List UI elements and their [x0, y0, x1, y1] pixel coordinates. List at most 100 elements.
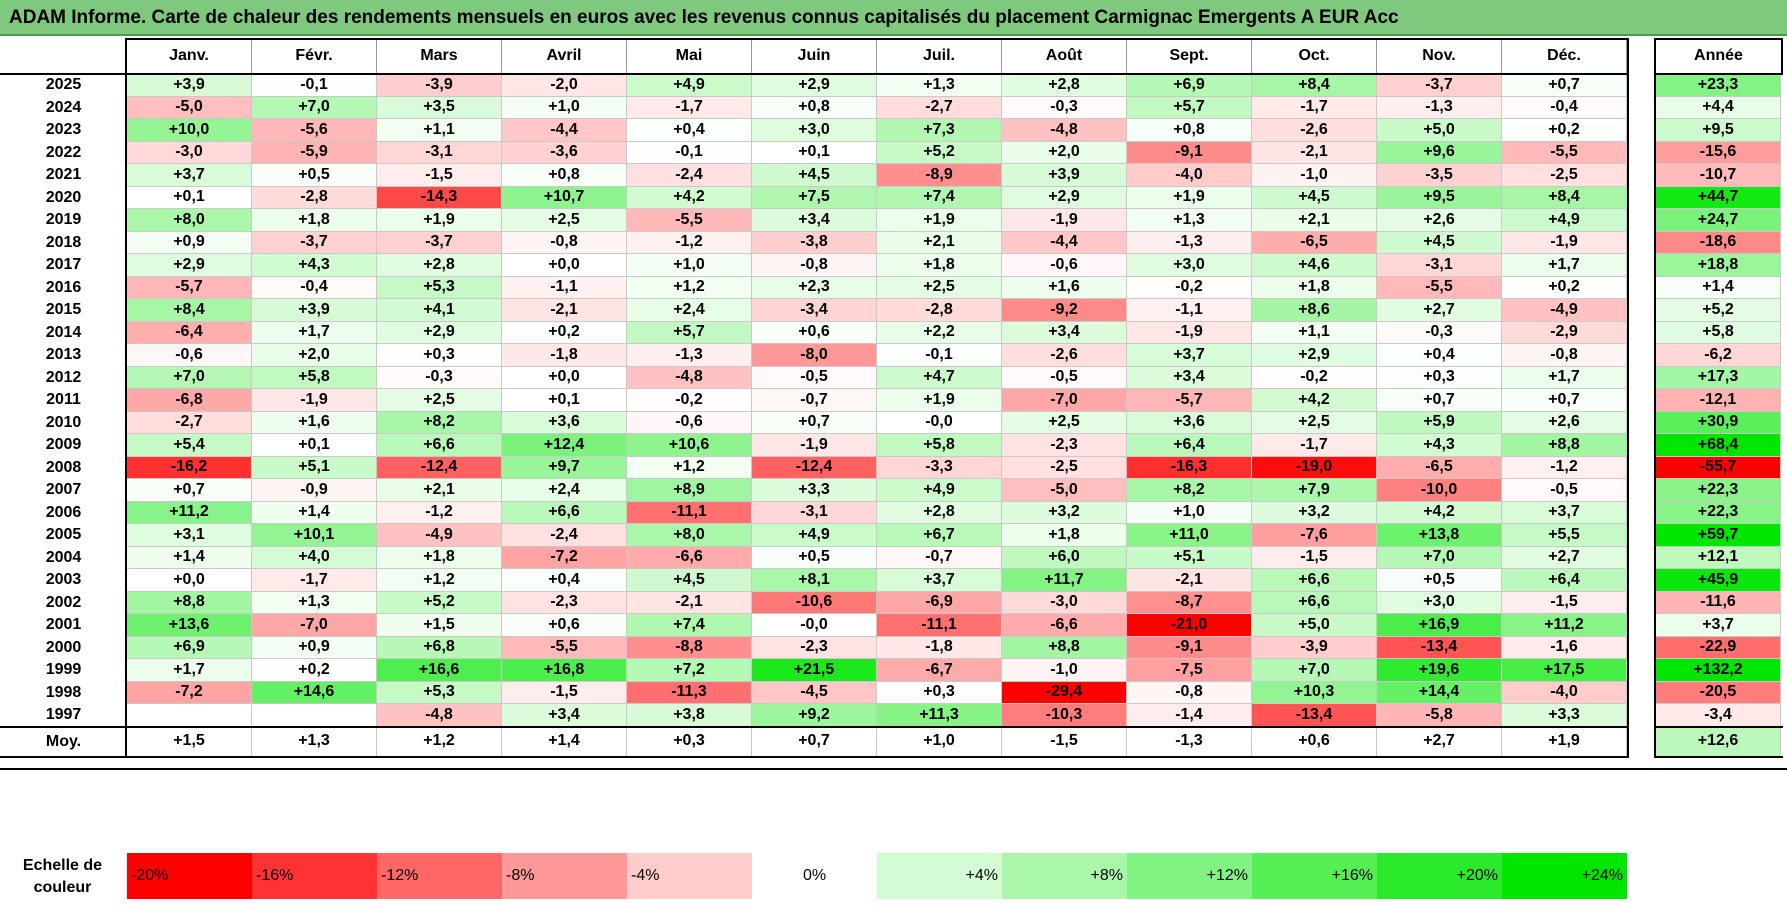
row-year-label: 2023 [0, 119, 127, 142]
annual-cell: +5,2 [1656, 299, 1781, 322]
heatmap-cell: +8,2 [1127, 479, 1252, 502]
heatmap-cell: +6,6 [1252, 591, 1377, 614]
heatmap-cell: +1,5 [377, 614, 502, 637]
average-cell: +0,6 [1252, 726, 1377, 757]
heatmap-cell: -5,5 [1377, 276, 1502, 299]
heatmap-cell: -3,4 [752, 299, 877, 322]
heatmap-cell: +2,2 [877, 321, 1002, 344]
heatmap-cell: +1,6 [252, 411, 377, 434]
heatmap-cell: -12,4 [752, 456, 877, 479]
heatmap-cell: +8,9 [627, 479, 752, 502]
heatmap-cell: +0,1 [127, 186, 252, 209]
heatmap-cell: +0,1 [252, 434, 377, 457]
heatmap-cell: -8,7 [1127, 591, 1252, 614]
average-cell: +1,3 [252, 726, 377, 757]
row-year-label: 2010 [0, 411, 127, 434]
color-scale-step: +4% [877, 853, 1002, 899]
annual-cell: -10,7 [1656, 164, 1781, 187]
heatmap-cell: +1,2 [627, 276, 752, 299]
heatmap-cell: -2,6 [1002, 344, 1127, 367]
heatmap-cell: +2,4 [502, 479, 627, 502]
heatmap-cell: +7,2 [627, 659, 752, 682]
heatmap-cell: -7,6 [1252, 524, 1377, 547]
heatmap-cell: -2,6 [1252, 119, 1377, 142]
heatmap-cell: -1,9 [1127, 321, 1252, 344]
heatmap-cell: +4,9 [627, 74, 752, 97]
heatmap-cell: +5,8 [252, 366, 377, 389]
heatmap-cell: +4,5 [1377, 231, 1502, 254]
heatmap-cell: +8,8 [127, 591, 252, 614]
heatmap-cell: -2,7 [127, 411, 252, 434]
heatmap-cell: +9,5 [1377, 186, 1502, 209]
heatmap-cell: -3,9 [1252, 636, 1377, 659]
heatmap-cell: +17,5 [1502, 659, 1627, 682]
heatmap-cell: +10,1 [252, 524, 377, 547]
heatmap-cell: -3,6 [502, 141, 627, 164]
heatmap-cell: +0,8 [502, 164, 627, 187]
heatmap-cell: +0,8 [752, 96, 877, 119]
heatmap-cell: +14,6 [252, 681, 377, 704]
column-header: Août [1002, 38, 1127, 74]
row-year-label: 2002 [0, 591, 127, 614]
heatmap-cell: +9,6 [1377, 141, 1502, 164]
heatmap-cell: -2,1 [1252, 141, 1377, 164]
heatmap-cell: -0,9 [252, 479, 377, 502]
heatmap-cell: +14,4 [1377, 681, 1502, 704]
heatmap-cell: +16,6 [377, 659, 502, 682]
heatmap-cell: -1,7 [1252, 96, 1377, 119]
heatmap-cell: +0,1 [502, 389, 627, 412]
heatmap-cell: +2,5 [877, 276, 1002, 299]
heatmap-cell: -1,3 [1127, 231, 1252, 254]
heatmap-cell: +1,8 [377, 546, 502, 569]
heatmap-cell: +1,4 [127, 546, 252, 569]
heatmap-cell: +2,5 [502, 209, 627, 232]
average-cell: +0,3 [627, 726, 752, 757]
heatmap-cell: +5,8 [877, 434, 1002, 457]
heatmap-cell: +11,2 [127, 501, 252, 524]
heatmap-cell: -0,6 [627, 411, 752, 434]
heatmap-cell: -3,1 [377, 141, 502, 164]
annual-cell: -18,6 [1656, 231, 1781, 254]
heatmap-cell: +1,2 [627, 456, 752, 479]
annual-cell: +5,8 [1656, 321, 1781, 344]
heatmap-cell: +8,4 [127, 299, 252, 322]
heatmap-cell: +4,9 [877, 479, 1002, 502]
heatmap-cell: -2,1 [627, 591, 752, 614]
heatmap-cell: +7,0 [1377, 546, 1502, 569]
heatmap-cell: -0,8 [752, 254, 877, 277]
row-year-label: 2014 [0, 321, 127, 344]
heatmap-cell: -21,0 [1127, 614, 1252, 637]
heatmap-cell: +8,0 [127, 209, 252, 232]
heatmap-cell: -10,0 [1377, 479, 1502, 502]
heatmap-cell: -0,2 [1252, 366, 1377, 389]
heatmap-cell: +2,5 [1252, 411, 1377, 434]
heatmap-cell: -4,8 [627, 366, 752, 389]
heatmap-cell: +7,4 [877, 186, 1002, 209]
heatmap-cell: +3,6 [1127, 411, 1252, 434]
heatmap-cell: +2,6 [1502, 411, 1627, 434]
annual-cell: +22,3 [1656, 479, 1781, 502]
average-top-line [0, 725, 1629, 728]
heatmap-cell: -7,0 [1002, 389, 1127, 412]
months-right-border [1627, 38, 1629, 757]
heatmap-cell: +3,7 [127, 164, 252, 187]
heatmap-cell: +0,4 [502, 569, 627, 592]
heatmap-cell: +3,3 [752, 479, 877, 502]
heatmap-cell: +0,9 [252, 636, 377, 659]
heatmap-cell: -2,3 [752, 636, 877, 659]
heatmap-cell: +0,5 [252, 164, 377, 187]
row-year-label: 2021 [0, 164, 127, 187]
heatmap-cell: +8,4 [1252, 74, 1377, 97]
heatmap-cell: -13,4 [1377, 636, 1502, 659]
heatmap-cell: -3,0 [1002, 591, 1127, 614]
heatmap-cell: +5,7 [1127, 96, 1252, 119]
heatmap-cell: +1,9 [877, 209, 1002, 232]
heatmap-cell: +1,7 [1502, 366, 1627, 389]
heatmap-cell: +0,0 [127, 569, 252, 592]
heatmap-cell: -0,2 [1127, 276, 1252, 299]
heatmap-cell: -0,7 [752, 389, 877, 412]
average-cell: +0,7 [752, 726, 877, 757]
row-year-label: 2011 [0, 389, 127, 412]
heatmap-cell: +1,3 [252, 591, 377, 614]
annual-average-bottom-line [1654, 755, 1783, 758]
